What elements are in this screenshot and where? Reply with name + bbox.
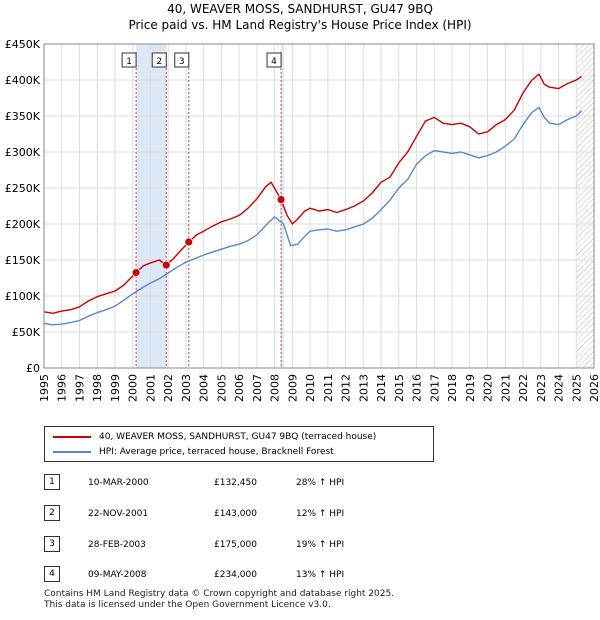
transaction-point: [184, 237, 194, 247]
x-tick-label: 2008: [269, 374, 282, 402]
x-tick-label: 2016: [411, 374, 424, 402]
chart-title-line2: Price paid vs. HM Land Registry's House …: [128, 18, 472, 32]
x-tick-label: 2012: [340, 374, 353, 402]
x-tick-label: 2013: [357, 374, 370, 402]
transaction-price: £234,000: [214, 570, 257, 580]
transaction-marker: 4: [266, 52, 282, 68]
x-tick-label: 2003: [180, 374, 193, 402]
x-tick-label: 2018: [446, 374, 459, 402]
x-tick-label: 2025: [570, 374, 583, 402]
transaction-marker-label: 3: [179, 57, 185, 67]
legend-swatch-hpi: [53, 451, 91, 453]
transaction-date: 09-MAY-2008: [88, 570, 147, 580]
transaction-marker-label: 4: [271, 57, 277, 67]
transaction-date: 22-NOV-2001: [88, 509, 149, 519]
y-tick-label: £350K: [5, 110, 41, 123]
transaction-number: 3: [44, 536, 60, 552]
transaction-number: 2: [44, 505, 60, 521]
price-chart: 1 2 3 4 £0 £50K £100K £150K £200K £250K £300K £350…: [5, 38, 600, 402]
transaction-price: £143,000: [214, 509, 257, 519]
footer-attribution: Contains HM Land Registry data © Crown c…: [44, 589, 394, 611]
x-tick-label: 1999: [109, 374, 122, 402]
shaded-period: [281, 44, 285, 368]
transaction-point: [161, 260, 171, 270]
transaction-row: 1 10-MAR-2000 £132,450 28% ↑ HPI: [0, 474, 600, 490]
transaction-hpi-change: 28% ↑ HPI: [296, 478, 345, 488]
transaction-marker: 3: [174, 52, 190, 68]
legend-swatch-price-paid: [53, 436, 91, 438]
y-tick-label: £300K: [5, 146, 41, 159]
transaction-marker-box: [174, 52, 190, 68]
x-tick-label: 2019: [464, 374, 477, 402]
transaction-point: [131, 268, 141, 278]
y-tick-label: £100K: [5, 290, 41, 303]
y-tick-label: £200K: [5, 218, 41, 231]
chart-legend: 40, WEAVER MOSS, SANDHURST, GU47 9BQ (te…: [44, 426, 434, 462]
transaction-hpi-change: 12% ↑ HPI: [296, 509, 345, 519]
transaction-marker-label: 1: [126, 57, 132, 67]
footer-line-1: Contains HM Land Registry data © Crown c…: [44, 589, 395, 599]
x-tick-label: 2004: [198, 374, 211, 402]
transaction-row: 4 09-MAY-2008 £234,000 13% ↑ HPI: [0, 566, 600, 582]
transaction-date: 10-MAR-2000: [88, 478, 149, 488]
footer-line-2: This data is licensed under the Open Gov…: [44, 600, 331, 610]
x-tick-label: 2024: [553, 374, 566, 402]
y-tick-label: £400K: [5, 74, 41, 87]
x-tick-label: 2026: [588, 374, 600, 402]
transaction-marker-box: [151, 52, 167, 68]
y-tick-label: £0: [26, 362, 40, 375]
x-tick-label: 2014: [375, 374, 388, 402]
x-tick-label: 1996: [56, 374, 69, 402]
transaction-hpi-change: 13% ↑ HPI: [296, 570, 345, 580]
x-tick-label: 2017: [428, 374, 441, 402]
y-tick-label: £50K: [12, 326, 41, 339]
chart-title-line1: 40, WEAVER MOSS, SANDHURST, GU47 9BQ: [167, 2, 433, 16]
x-tick-label: 2001: [144, 374, 157, 402]
transaction-number: 4: [44, 566, 60, 582]
hpi-line: [43, 106, 583, 326]
x-tick-label: 2022: [517, 374, 530, 402]
x-tick-label: 2023: [535, 374, 548, 402]
transaction-price: £175,000: [214, 540, 257, 550]
plot-frame: [43, 43, 595, 369]
y-tick-label: £450K: [5, 38, 41, 51]
legend-label-price-paid: 40, WEAVER MOSS, SANDHURST, GU47 9BQ (te…: [99, 432, 377, 442]
x-tick-label: 2009: [286, 374, 299, 402]
plot-area: [44, 44, 594, 368]
x-tick-label: 2000: [127, 374, 140, 402]
y-tick-label: £250K: [5, 182, 41, 195]
transaction-marker-box: [266, 52, 282, 68]
transaction-point: [276, 195, 286, 204]
x-tick-label: 2011: [322, 374, 335, 402]
x-tick-label: 2002: [162, 374, 175, 402]
x-tick-label: 2007: [251, 374, 264, 402]
x-tick-label: 1998: [91, 374, 104, 402]
transaction-marker-box: [121, 52, 137, 68]
y-tick-label: £150K: [5, 254, 41, 267]
x-tick-label: 2020: [482, 374, 495, 402]
transaction-price: £132,450: [214, 478, 257, 488]
transaction-marker: 2: [151, 52, 167, 68]
forecast-hatch: [576, 44, 594, 368]
transaction-date: 28-FEB-2003: [88, 540, 146, 550]
transaction-row: 2 22-NOV-2001 £143,000 12% ↑ HPI: [0, 505, 600, 521]
legend-label-hpi: HPI: Average price, terraced house, Brac…: [99, 447, 334, 457]
x-tick-label: 2005: [215, 374, 228, 402]
shaded-period: [136, 44, 167, 368]
x-tick-label: 2021: [499, 374, 512, 402]
transaction-hpi-change: 19% ↑ HPI: [296, 540, 345, 550]
x-tick-label: 1997: [73, 374, 86, 402]
x-tick-label: 2010: [304, 374, 317, 402]
price-paid-line: [43, 73, 582, 314]
x-tick-label: 2006: [233, 374, 246, 402]
transaction-marker: 1: [121, 52, 137, 68]
transaction-number: 1: [44, 474, 60, 490]
x-tick-label: 1995: [38, 374, 51, 402]
transaction-marker-label: 2: [156, 57, 162, 67]
x-tick-label: 2015: [393, 374, 406, 402]
transaction-row: 3 28-FEB-2003 £175,000 19% ↑ HPI: [0, 536, 600, 552]
